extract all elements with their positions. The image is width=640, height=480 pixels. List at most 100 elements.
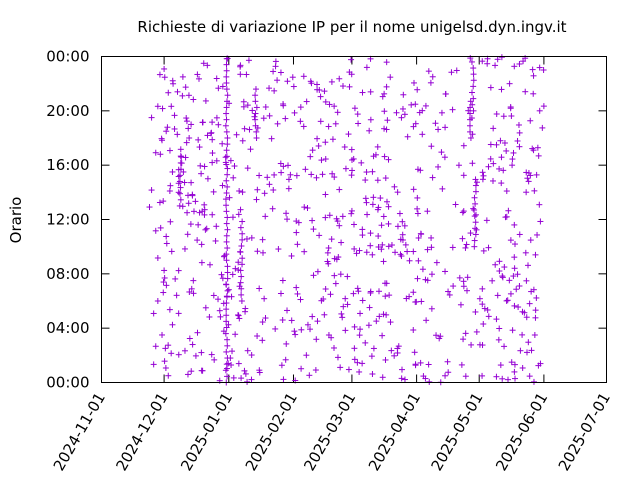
data-point bbox=[519, 364, 526, 371]
data-point bbox=[522, 88, 529, 95]
data-point bbox=[154, 103, 161, 110]
data-point bbox=[188, 121, 195, 128]
x-tick-label: 2025-03-01 bbox=[300, 390, 359, 475]
data-point bbox=[192, 352, 199, 359]
data-point bbox=[338, 310, 345, 317]
data-point bbox=[381, 153, 388, 160]
data-point bbox=[284, 307, 291, 314]
data-point bbox=[223, 86, 230, 93]
data-point bbox=[237, 249, 244, 256]
data-point bbox=[219, 83, 226, 90]
data-point bbox=[248, 234, 255, 241]
data-point bbox=[493, 111, 500, 118]
data-point bbox=[529, 145, 536, 152]
data-point bbox=[160, 198, 167, 205]
data-point bbox=[506, 80, 513, 87]
data-point bbox=[223, 232, 230, 239]
data-point bbox=[378, 222, 385, 229]
data-point bbox=[464, 287, 471, 294]
data-point bbox=[279, 277, 286, 284]
data-point bbox=[525, 339, 532, 346]
data-point bbox=[333, 256, 340, 263]
data-point bbox=[472, 225, 479, 232]
data-point bbox=[402, 241, 409, 248]
data-point bbox=[458, 361, 465, 368]
plot-frame bbox=[101, 56, 607, 383]
data-point bbox=[460, 283, 467, 290]
data-point bbox=[501, 264, 508, 271]
data-point bbox=[329, 136, 336, 143]
data-point bbox=[540, 67, 547, 74]
data-point bbox=[236, 187, 243, 194]
data-point bbox=[523, 277, 530, 284]
data-point bbox=[332, 280, 339, 287]
data-point bbox=[325, 123, 332, 130]
data-point bbox=[496, 165, 503, 172]
data-point bbox=[314, 135, 321, 142]
data-point bbox=[358, 159, 365, 166]
data-point bbox=[394, 349, 401, 356]
data-point bbox=[190, 208, 197, 215]
data-point bbox=[328, 78, 335, 85]
data-point bbox=[470, 95, 477, 102]
axis-ticks: 00:0004:0008:0012:0016:0020:0000:002024-… bbox=[46, 48, 614, 475]
data-point bbox=[342, 327, 349, 334]
data-point bbox=[355, 120, 362, 127]
data-point bbox=[325, 260, 332, 267]
data-point bbox=[215, 85, 222, 92]
data-point bbox=[472, 188, 479, 195]
data-point bbox=[483, 217, 490, 224]
data-point bbox=[391, 352, 398, 359]
data-point bbox=[528, 347, 535, 354]
data-point bbox=[367, 230, 374, 237]
data-point bbox=[173, 292, 180, 299]
data-point bbox=[274, 120, 281, 127]
data-point bbox=[379, 93, 386, 100]
data-point bbox=[196, 209, 203, 216]
data-point bbox=[466, 122, 473, 129]
data-point bbox=[501, 343, 508, 350]
data-point bbox=[176, 202, 183, 209]
data-points bbox=[146, 54, 547, 386]
data-point bbox=[415, 234, 422, 241]
data-point bbox=[472, 182, 479, 189]
data-point bbox=[289, 74, 296, 81]
data-point bbox=[242, 370, 249, 377]
data-point bbox=[224, 135, 231, 141]
data-point bbox=[210, 292, 217, 299]
data-point bbox=[393, 109, 400, 116]
data-point bbox=[204, 175, 211, 182]
data-point bbox=[181, 347, 188, 354]
data-point bbox=[467, 98, 474, 105]
data-point bbox=[399, 218, 406, 225]
data-point bbox=[194, 71, 201, 78]
data-point bbox=[166, 188, 173, 195]
data-point bbox=[462, 330, 469, 337]
data-point bbox=[277, 290, 284, 297]
data-point bbox=[424, 246, 431, 253]
data-point bbox=[310, 272, 317, 279]
data-point bbox=[161, 65, 168, 72]
data-point bbox=[169, 168, 176, 175]
y-tick-label: 00:00 bbox=[46, 48, 89, 66]
data-point bbox=[269, 205, 276, 212]
data-point bbox=[497, 137, 504, 144]
data-point bbox=[385, 220, 392, 227]
data-point bbox=[152, 227, 159, 234]
data-point bbox=[362, 195, 369, 202]
data-point bbox=[238, 298, 245, 304]
data-point bbox=[536, 64, 543, 71]
data-point bbox=[303, 98, 310, 105]
data-point bbox=[348, 207, 355, 214]
data-point bbox=[177, 184, 184, 191]
data-point bbox=[223, 306, 230, 313]
data-point bbox=[466, 116, 473, 123]
data-point bbox=[331, 272, 338, 279]
data-point bbox=[184, 231, 191, 238]
data-point bbox=[414, 210, 421, 217]
data-point bbox=[198, 349, 205, 356]
data-point bbox=[224, 92, 231, 99]
data-point bbox=[223, 251, 230, 258]
data-point bbox=[522, 249, 529, 256]
data-point bbox=[232, 265, 239, 272]
